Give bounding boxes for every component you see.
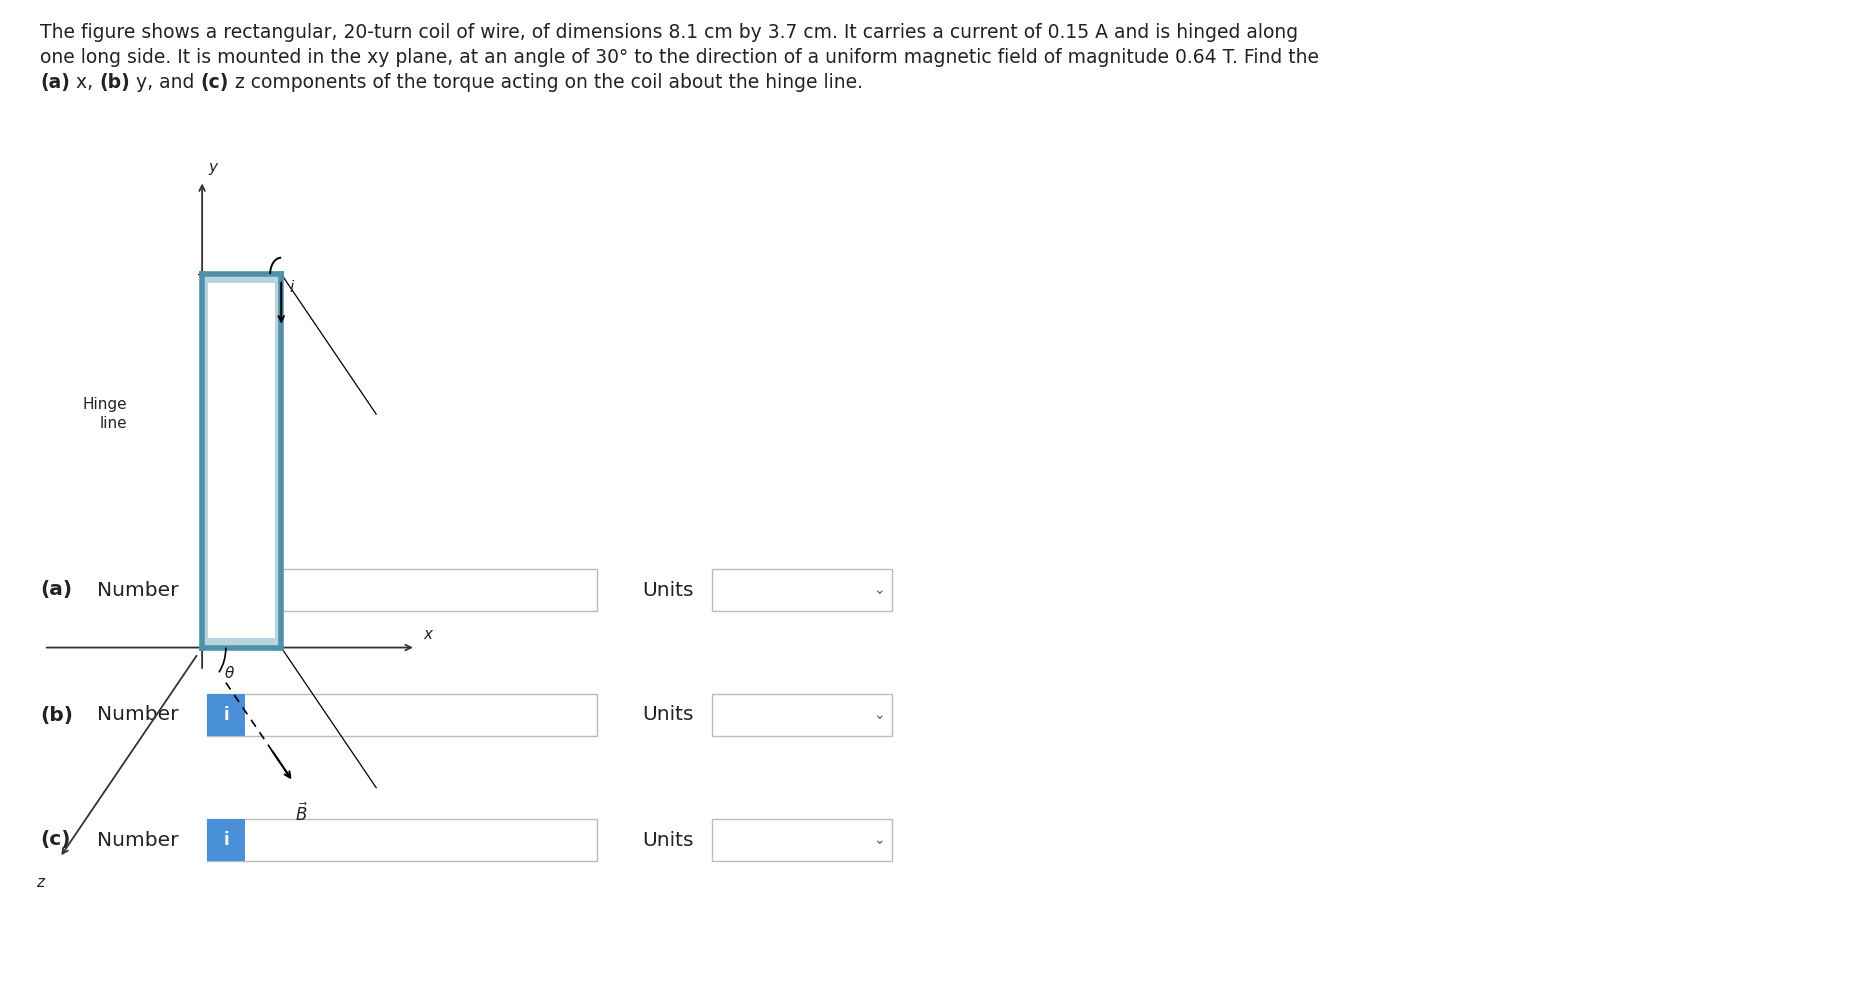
Text: i: i (224, 581, 230, 599)
Text: (b): (b) (99, 73, 131, 92)
Text: Hinge
line: Hinge line (82, 397, 127, 432)
Bar (208, 569, 597, 611)
Text: Number: Number (97, 581, 180, 600)
Text: $\vec{B}$: $\vec{B}$ (295, 803, 309, 826)
Text: x: x (424, 627, 432, 642)
Bar (712, 819, 892, 861)
Text: ⌄: ⌄ (873, 708, 885, 722)
Text: i: i (224, 831, 230, 849)
Bar (712, 569, 892, 611)
Text: y, and: y, and (131, 73, 200, 92)
Bar (208, 694, 245, 736)
Bar (712, 694, 892, 736)
Text: (c): (c) (200, 73, 228, 92)
Bar (208, 694, 597, 736)
Text: ⌄: ⌄ (873, 833, 885, 847)
Text: (b): (b) (41, 706, 73, 724)
Text: (a): (a) (41, 581, 73, 600)
Text: Units: Units (643, 706, 694, 724)
Bar (208, 819, 245, 861)
Bar (208, 283, 275, 638)
Text: (c): (c) (41, 831, 71, 849)
Text: ⌄: ⌄ (873, 583, 885, 597)
Text: (a): (a) (41, 73, 71, 92)
Text: y: y (208, 160, 217, 175)
Text: $\theta$: $\theta$ (224, 665, 236, 681)
Text: Number: Number (97, 831, 180, 849)
Text: one long side. It is mounted in the xy plane, at an angle of 30° to the directio: one long side. It is mounted in the xy p… (41, 48, 1320, 67)
Text: Units: Units (643, 581, 694, 600)
Text: i: i (290, 280, 294, 295)
Bar (202, 274, 280, 648)
Bar (208, 819, 597, 861)
Text: The figure shows a rectangular, 20-turn coil of wire, of dimensions 8.1 cm by 3.: The figure shows a rectangular, 20-turn … (41, 23, 1298, 42)
Text: z components of the torque acting on the coil about the hinge line.: z components of the torque acting on the… (228, 73, 862, 92)
Text: i: i (224, 706, 230, 724)
Text: Number: Number (97, 706, 180, 724)
Text: x,: x, (71, 73, 99, 92)
Text: Units: Units (643, 831, 694, 849)
Text: z: z (36, 875, 43, 891)
Bar (208, 569, 245, 611)
